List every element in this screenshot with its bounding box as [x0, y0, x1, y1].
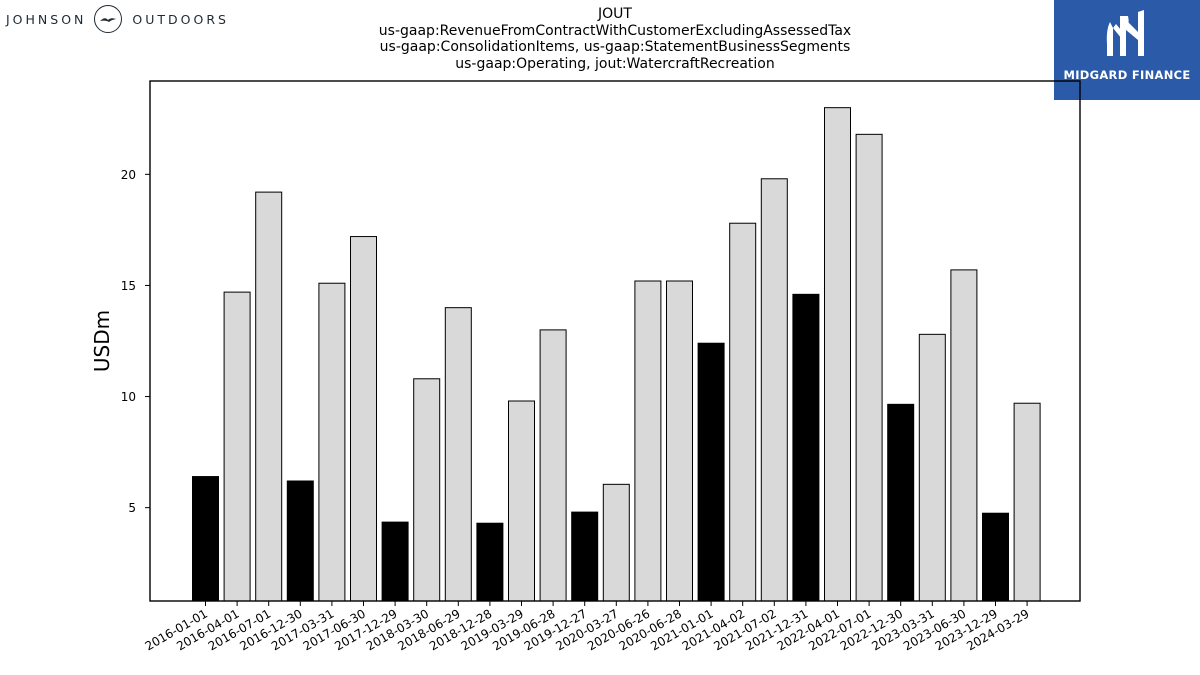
bar-2017-03-31 — [318, 282, 346, 602]
bar-2022-04-01 — [824, 107, 851, 602]
midgard-finance-logo: MIDGARD FINANCE — [1054, 0, 1200, 100]
bar-2016-01-01 — [192, 476, 219, 602]
bar-2020-06-26 — [634, 280, 662, 602]
title-line-4: us-gaap:Operating, jout:WatercraftRecrea… — [455, 55, 775, 72]
title-line-1: JOUT — [598, 6, 632, 22]
bar-2021-12-31 — [792, 293, 820, 602]
y-tick-label-5: 5 — [128, 501, 136, 515]
chart-title: JOUT us-gaap:RevenueFromContractWithCust… — [315, 6, 915, 72]
bar-2023-06-30 — [950, 269, 978, 602]
bar-2019-12-27 — [571, 511, 599, 602]
bar-2023-03-31 — [918, 333, 946, 602]
bar-2021-07-02 — [760, 178, 788, 602]
bar-2019-03-29 — [508, 400, 535, 602]
logo-word-outdoors: OUTDOORS — [132, 11, 229, 27]
y-tick-label-15: 15 — [121, 279, 136, 293]
bird-emblem-icon — [94, 5, 123, 33]
bar-2022-12-30 — [887, 403, 915, 602]
bar-2016-07-01 — [255, 191, 283, 602]
y-axis-label: USDm — [90, 310, 114, 372]
logo-word-johnson: JOHNSON — [6, 11, 87, 27]
bar-2017-06-30 — [350, 236, 377, 602]
johnson-outdoors-logo: JOHNSON OUTDOORS — [6, 4, 229, 34]
bar-2018-06-29 — [444, 307, 472, 602]
title-line-2: us-gaap:RevenueFromContractWithCustomerE… — [378, 22, 852, 39]
bar-2020-03-27 — [602, 483, 630, 602]
bar-2018-12-28 — [476, 522, 504, 602]
bar-2019-06-28 — [539, 329, 567, 602]
bar-2021-01-01 — [697, 342, 725, 602]
midgard-finance-wordmark: MIDGARD FINANCE — [1063, 68, 1191, 82]
bar-2023-12-29 — [982, 512, 1009, 602]
bar-2018-03-30 — [413, 378, 441, 602]
bar-2017-12-29 — [381, 521, 409, 602]
midgard-emblem-icon — [1106, 10, 1144, 56]
plot-frame — [149, 80, 1081, 602]
bar-2016-12-30 — [286, 480, 314, 602]
bar-2022-07-01 — [855, 133, 883, 602]
y-tick-label-10: 10 — [121, 390, 136, 404]
title-line-3: us-gaap:ConsolidationItems, us-gaap:Stat… — [379, 39, 851, 55]
bar-2024-03-29 — [1013, 402, 1041, 602]
bar-2021-04-02 — [729, 222, 757, 602]
y-tick-label-20: 20 — [121, 168, 136, 182]
bar-2016-04-01 — [223, 291, 251, 602]
bar-2020-06-28 — [666, 280, 693, 602]
